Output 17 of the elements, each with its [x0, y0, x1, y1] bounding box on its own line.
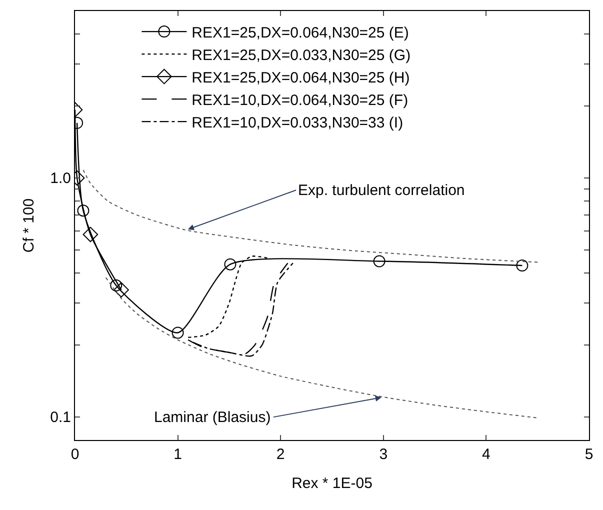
x-tick-label: 2 [276, 446, 285, 463]
x-tick-label: 0 [70, 446, 80, 463]
annotation: Exp. turbulent correlation [298, 182, 465, 199]
legend-label: REX1=10,DX=0.033,N30=33 (I) [192, 114, 404, 132]
legend-label: REX1=25,DX=0.033,N30=25 (G) [192, 46, 411, 64]
legend-label: REX1=25,DX=0.064,N30=25 (H) [192, 69, 410, 86]
annotation: Laminar (Blasius) [154, 409, 271, 426]
x-tick-label: 1 [174, 446, 182, 463]
y-axis-title: Cf * 100 [20, 198, 38, 253]
x-tick-label: 4 [482, 446, 490, 463]
legend-label: REX1=25,DX=0.064,N30=25 (E) [192, 24, 409, 42]
x-axis-title: Rex * 1E-05 [292, 475, 372, 492]
legend-label: REX1=10,DX=0.064,N30=25 (F) [192, 92, 408, 109]
y-tick-label: 1.0 [50, 170, 71, 188]
x-tick-label: 3 [379, 446, 388, 463]
x-tick-label: 5 [584, 446, 594, 463]
y-tick-label: 0.1 [50, 409, 71, 426]
